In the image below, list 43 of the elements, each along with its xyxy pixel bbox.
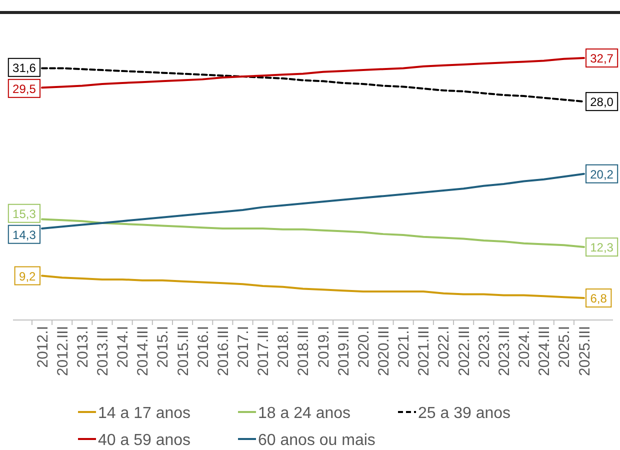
x-tick-label: 2013.I bbox=[74, 326, 92, 368]
data-label: 9,2 bbox=[19, 269, 36, 284]
x-tick-label: 2023.I bbox=[476, 326, 493, 368]
data-label: 12,3 bbox=[590, 240, 614, 255]
x-tick-label: 2015.I bbox=[154, 326, 172, 368]
x-tick-label: 2022.III bbox=[456, 326, 473, 376]
data-label: 28,0 bbox=[590, 95, 614, 110]
legend-label: 40 a 59 anos bbox=[98, 432, 191, 449]
x-tick-label: 2019.III bbox=[335, 326, 352, 376]
x-tick-label: 2017.III bbox=[255, 326, 272, 376]
legend-label: 25 a 39 anos bbox=[418, 405, 511, 422]
x-tick-label: 2021.III bbox=[416, 326, 433, 376]
x-tick-label: 2018.I bbox=[275, 326, 292, 368]
x-tick-label: 2016.III bbox=[214, 326, 232, 376]
x-tick-label: 2024.III bbox=[536, 326, 554, 376]
x-tick-label: 2015.III bbox=[174, 326, 192, 376]
x-tick-label: 2022.I bbox=[436, 326, 453, 368]
x-tick-label: 2023.III bbox=[496, 326, 513, 376]
data-label: 15,3 bbox=[12, 206, 36, 221]
x-tick-label: 2014.I bbox=[114, 326, 132, 368]
data-label: 31,6 bbox=[12, 60, 36, 75]
x-tick-label: 2020.III bbox=[376, 326, 393, 376]
data-label: 20,2 bbox=[590, 167, 614, 182]
x-tick-label: 2013.III bbox=[94, 326, 112, 376]
x-tick-label: 2012.I bbox=[34, 326, 52, 368]
x-tick-label: 2025.III bbox=[576, 326, 594, 376]
x-tick-label: 2020.I bbox=[355, 326, 372, 368]
x-tick-label: 2016.I bbox=[194, 326, 212, 368]
x-tick-label: 2021.I bbox=[396, 326, 413, 368]
data-label: 32,7 bbox=[590, 52, 614, 66]
legend-label: 14 a 17 anos bbox=[98, 405, 191, 422]
legend-label: 18 a 24 anos bbox=[258, 405, 351, 422]
x-tick-label: 2018.III bbox=[295, 326, 312, 376]
data-label: 29,5 bbox=[12, 82, 36, 96]
data-label: 14,3 bbox=[12, 228, 36, 242]
x-tick-label: 2014.III bbox=[134, 326, 152, 376]
data-label: 6,8 bbox=[590, 292, 608, 306]
x-tick-label: 2012.III bbox=[54, 326, 72, 376]
x-tick-label: 2019.I bbox=[315, 326, 332, 368]
x-tick-label: 2017.I bbox=[234, 326, 252, 368]
x-tick-label: 2024.I bbox=[516, 326, 534, 368]
legend-label: 60 anos ou mais bbox=[258, 432, 376, 449]
x-tick-label: 2025.I bbox=[556, 326, 574, 368]
